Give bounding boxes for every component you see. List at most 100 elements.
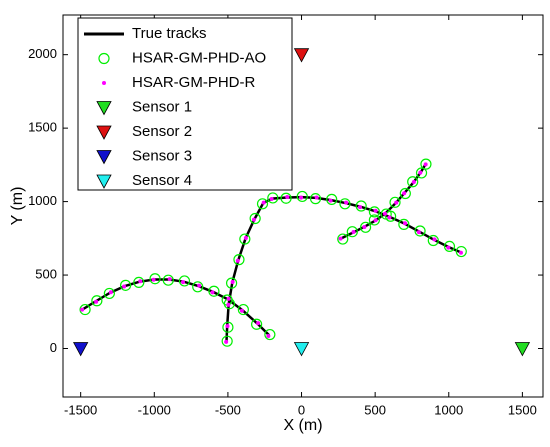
x-axis-label: X (m) <box>283 417 322 434</box>
sensor-marker <box>96 101 112 116</box>
y-tick-label: 2000 <box>28 46 57 61</box>
circle-marker <box>256 198 269 210</box>
legend-label: True tracks <box>132 25 206 42</box>
legend-label: HSAR-GM-PHD-AO <box>132 49 266 66</box>
circle-marker <box>222 321 234 333</box>
circle-marker <box>455 245 467 258</box>
dot-marker <box>299 195 304 200</box>
dot-marker <box>373 218 378 223</box>
y-tick-label: 1500 <box>28 120 57 135</box>
circle-marker <box>208 285 220 297</box>
sensor-marker <box>96 125 112 140</box>
dot-marker <box>387 215 392 220</box>
dot-marker <box>402 191 407 196</box>
circle-marker <box>339 198 351 210</box>
circle-marker <box>309 193 322 205</box>
sensor-marker <box>293 342 310 357</box>
circle-marker <box>178 275 191 287</box>
circle-marker <box>326 193 338 205</box>
x-tick-label: -1000 <box>138 402 171 417</box>
dot-marker <box>269 196 274 201</box>
circle-marker <box>355 200 367 212</box>
true-track <box>340 164 427 240</box>
circle-marker <box>415 167 428 179</box>
dot-marker <box>418 170 423 175</box>
circle-marker <box>149 273 161 285</box>
dot-marker <box>411 180 416 185</box>
circle-marker <box>237 303 249 316</box>
y-tick-label: 1000 <box>28 193 57 208</box>
y-axis-label: Y (m) <box>9 187 26 226</box>
dot-marker <box>362 225 367 230</box>
circle-marker <box>133 276 145 288</box>
dot-marker <box>80 307 85 312</box>
circle-marker <box>103 287 115 300</box>
dot-marker <box>285 195 290 200</box>
circle-marker <box>264 328 276 341</box>
x-tick-label: -500 <box>215 402 241 417</box>
circle-marker <box>414 225 426 237</box>
dot-marker <box>151 277 156 282</box>
dot-marker <box>243 236 248 241</box>
circle-marker <box>427 234 439 247</box>
y-tick-label: 500 <box>35 266 57 281</box>
circle-marker <box>119 279 132 291</box>
circle-marker <box>221 335 233 347</box>
dot-marker <box>351 230 356 235</box>
true-track <box>225 195 462 343</box>
legend-label: Sensor 1 <box>132 98 192 115</box>
sensor-marker <box>96 150 112 165</box>
y-tick-label: 0 <box>50 340 57 355</box>
dot-marker <box>224 339 229 344</box>
x-tick-label: 0 <box>298 402 305 417</box>
legend-label: Sensor 2 <box>132 123 192 140</box>
circle-marker <box>368 214 381 226</box>
sensor-marker <box>96 174 112 189</box>
circle-marker <box>398 218 410 230</box>
sensor-marker <box>72 342 89 357</box>
dot-marker <box>338 236 343 241</box>
dot-marker <box>266 334 271 339</box>
dot-marker <box>167 277 172 282</box>
dot-marker <box>210 290 215 295</box>
circle-marker <box>399 187 411 200</box>
circle-marker <box>420 158 432 170</box>
dot-marker <box>383 211 388 216</box>
dot-marker <box>357 205 362 210</box>
circle-marker <box>91 295 103 307</box>
circle-marker <box>337 233 349 245</box>
dot-marker <box>432 237 437 242</box>
circle-marker <box>346 226 358 238</box>
dot-marker <box>458 250 463 255</box>
circle-marker <box>359 221 372 233</box>
circle-marker <box>380 208 392 220</box>
legend-label: HSAR-GM-PHD-R <box>132 74 255 91</box>
dot-marker <box>344 200 349 205</box>
dot-marker <box>226 296 231 301</box>
dot-marker <box>261 200 266 205</box>
dot-marker <box>122 284 127 289</box>
dot-marker <box>328 198 333 203</box>
circle-marker <box>225 277 238 289</box>
circle-marker <box>233 254 245 266</box>
dot-marker <box>423 162 428 167</box>
dot-marker <box>102 81 106 85</box>
x-tick-label: -1500 <box>64 402 97 417</box>
circle-marker <box>162 274 174 286</box>
x-tick-label: 1500 <box>508 402 537 417</box>
dot-marker <box>256 321 261 326</box>
dot-marker <box>108 290 113 295</box>
circle-marker <box>251 318 263 330</box>
dot-marker <box>403 221 408 226</box>
circle-marker <box>407 176 419 188</box>
sensor-marker <box>293 48 310 63</box>
legend-label: Sensor 3 <box>132 147 192 164</box>
circle-marker <box>239 233 251 245</box>
circle-marker <box>389 196 401 208</box>
circle-marker <box>443 240 456 253</box>
dot-marker <box>239 308 244 313</box>
dot-marker <box>235 258 240 263</box>
dot-marker <box>314 195 319 200</box>
legend: True tracks HSAR-GM-PHD-AO HSAR-GM-PHD-R Se… <box>77 17 293 191</box>
